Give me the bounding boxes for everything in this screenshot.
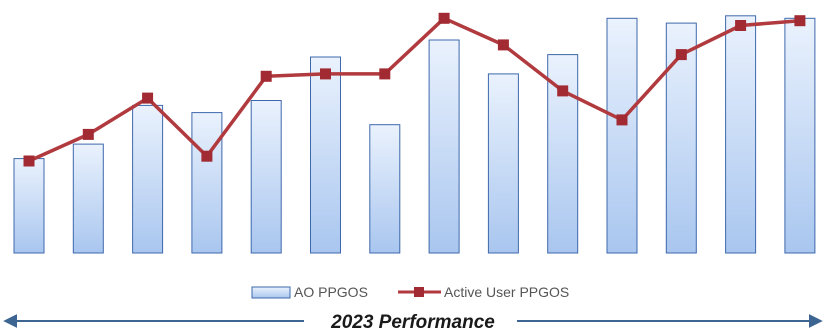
bar-13: [725, 15, 757, 254]
legend-label-line: Active User PPGOS: [444, 284, 569, 300]
line-point-1: [23, 155, 35, 167]
bar-series: [13, 15, 816, 254]
bar-4: [191, 112, 223, 254]
bar-2: [72, 143, 104, 254]
line-point-12: [675, 49, 687, 61]
line-path: [28, 16, 801, 163]
legend-swatch-marker: [414, 287, 424, 297]
line-point-11: [616, 114, 628, 126]
bar-12: [665, 22, 697, 254]
bar-7: [369, 124, 401, 254]
line-point-2: [82, 128, 94, 140]
line-point-3: [142, 92, 154, 104]
performance-annotation: 2023 Performance: [3, 312, 823, 331]
bar-11: [606, 17, 638, 254]
line-point-4: [201, 150, 213, 162]
line-point-10: [557, 85, 569, 97]
bar-5: [250, 100, 282, 254]
legend-swatch-bars: [251, 286, 291, 299]
bar-14: [784, 17, 816, 254]
performance-label: 2023 Performance: [330, 312, 495, 331]
bar-8: [428, 39, 460, 254]
bar-3: [132, 104, 164, 254]
line-series: [23, 12, 806, 167]
bar-9: [487, 73, 519, 254]
bar-6: [310, 56, 341, 254]
line-point-9: [497, 39, 509, 51]
legend: AO PPGOS Active User PPGOS: [251, 284, 569, 300]
line-point-14: [794, 15, 806, 27]
line-point-7: [379, 68, 391, 80]
line-point-5: [260, 70, 272, 82]
legend-label-bars: AO PPGOS: [294, 284, 368, 300]
line-point-8: [438, 12, 450, 24]
line-point-6: [320, 68, 331, 80]
bar-1: [13, 158, 45, 254]
line-point-13: [735, 20, 747, 31]
